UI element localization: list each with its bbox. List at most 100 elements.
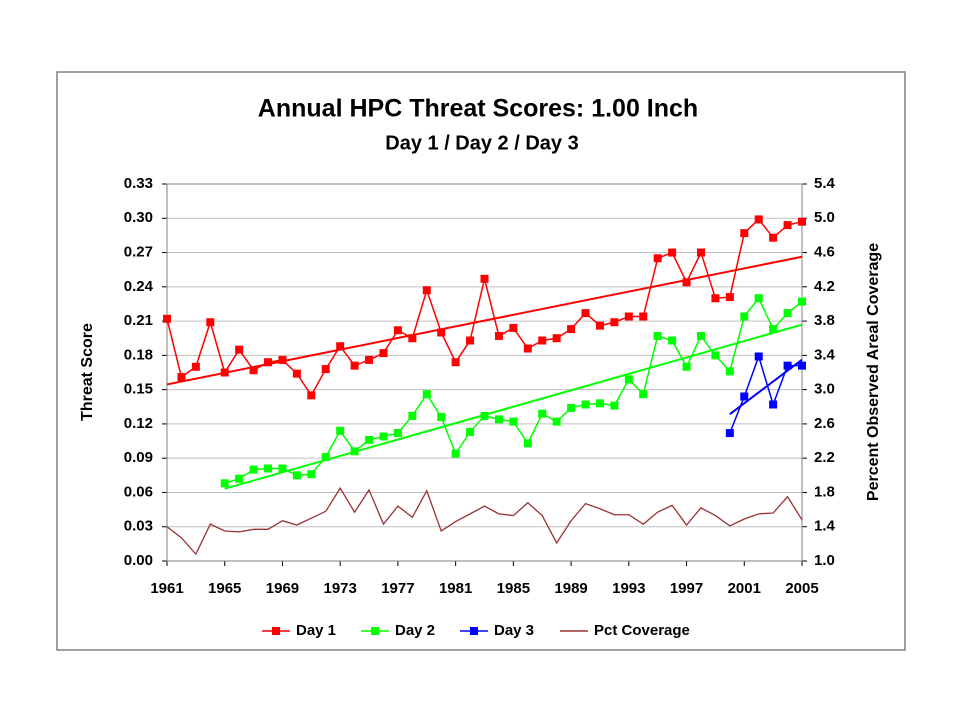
marker <box>682 278 691 287</box>
x-tick-label: 1997 <box>670 580 703 597</box>
marker <box>494 331 503 340</box>
marker <box>480 411 489 420</box>
marker <box>408 411 417 420</box>
marker <box>725 429 734 438</box>
x-tick-label: 2001 <box>728 580 761 597</box>
marker <box>783 309 792 318</box>
marker <box>668 248 677 257</box>
legend-label: Pct Coverage <box>594 622 690 639</box>
y2-tick-label: 2.2 <box>814 449 835 466</box>
marker <box>696 248 705 257</box>
marker <box>538 336 547 345</box>
marker <box>292 471 301 480</box>
marker <box>466 427 475 436</box>
marker <box>437 413 446 422</box>
marker <box>292 369 301 378</box>
marker <box>725 293 734 302</box>
marker <box>422 286 431 295</box>
legend-label: Day 3 <box>494 622 534 639</box>
marker <box>278 464 287 473</box>
y2-tick-label: 2.6 <box>814 415 835 432</box>
x-tick-label: 1985 <box>497 580 530 597</box>
y2-tick-label: 1.0 <box>814 552 835 569</box>
marker <box>798 297 806 306</box>
marker <box>264 358 273 367</box>
marker <box>235 345 244 354</box>
y2-tick-label: 4.6 <box>814 244 835 261</box>
marker <box>567 403 576 412</box>
marker <box>336 426 345 435</box>
legend-label: Day 1 <box>296 622 336 639</box>
y-tick-label: 0.30 <box>124 209 153 226</box>
x-tick-label: 1989 <box>554 580 587 597</box>
y-axis-label: Threat Score <box>79 323 96 421</box>
marker <box>422 390 431 399</box>
marker <box>393 429 402 438</box>
marker <box>321 453 330 462</box>
y2-tick-label: 3.4 <box>814 346 836 363</box>
y-tick-label: 0.27 <box>124 244 153 261</box>
marker <box>249 465 258 474</box>
marker <box>696 331 705 340</box>
marker <box>206 318 215 327</box>
marker <box>711 294 720 303</box>
marker <box>552 334 561 343</box>
marker <box>798 217 806 226</box>
marker <box>451 358 460 367</box>
marker <box>307 470 316 479</box>
marker <box>437 328 446 337</box>
marker <box>595 399 604 408</box>
legend-marker <box>470 627 478 635</box>
x-tick-label: 1993 <box>612 580 645 597</box>
marker <box>509 417 518 426</box>
marker <box>682 362 691 371</box>
marker <box>798 361 806 370</box>
chart-title: Annual HPC Threat Scores: 1.00 Inch <box>258 95 698 123</box>
marker <box>754 294 763 303</box>
marker <box>177 373 186 382</box>
marker <box>393 326 402 335</box>
marker <box>595 321 604 330</box>
marker <box>278 355 287 364</box>
marker <box>769 325 778 334</box>
marker <box>249 366 258 375</box>
marker <box>769 233 778 242</box>
y2-tick-label: 5.0 <box>814 209 835 226</box>
marker <box>307 391 316 400</box>
marker <box>220 368 229 377</box>
marker <box>466 336 475 345</box>
y-tick-label: 0.09 <box>124 449 153 466</box>
y2-tick-label: 3.8 <box>814 312 835 329</box>
marker <box>653 254 662 263</box>
marker <box>783 361 792 370</box>
marker <box>365 435 374 444</box>
marker <box>509 323 518 332</box>
marker <box>754 215 763 224</box>
x-tick-label: 1965 <box>208 580 241 597</box>
marker <box>538 409 547 418</box>
marker <box>668 336 677 345</box>
marker <box>235 474 244 483</box>
marker <box>581 400 590 409</box>
y2-tick-label: 1.4 <box>814 518 836 535</box>
marker <box>740 229 749 238</box>
marker <box>350 361 359 370</box>
legend-marker <box>371 627 379 635</box>
marker <box>523 344 532 353</box>
y2-tick-label: 3.0 <box>814 381 835 398</box>
marker <box>740 392 749 401</box>
plot-frame <box>166 183 803 562</box>
x-tick-label: 1981 <box>439 580 472 597</box>
chart-subtitle: Day 1 / Day 2 / Day 3 <box>385 132 578 154</box>
trendline <box>224 323 803 490</box>
marker <box>264 464 273 473</box>
marker <box>740 312 749 321</box>
marker <box>408 334 417 343</box>
y2-axis-label: Percent Observed Areal Coverage <box>865 243 882 501</box>
chart-border <box>56 71 906 651</box>
y-tick-label: 0.00 <box>124 552 153 569</box>
marker <box>350 447 359 456</box>
marker <box>639 312 648 321</box>
marker <box>336 342 345 351</box>
